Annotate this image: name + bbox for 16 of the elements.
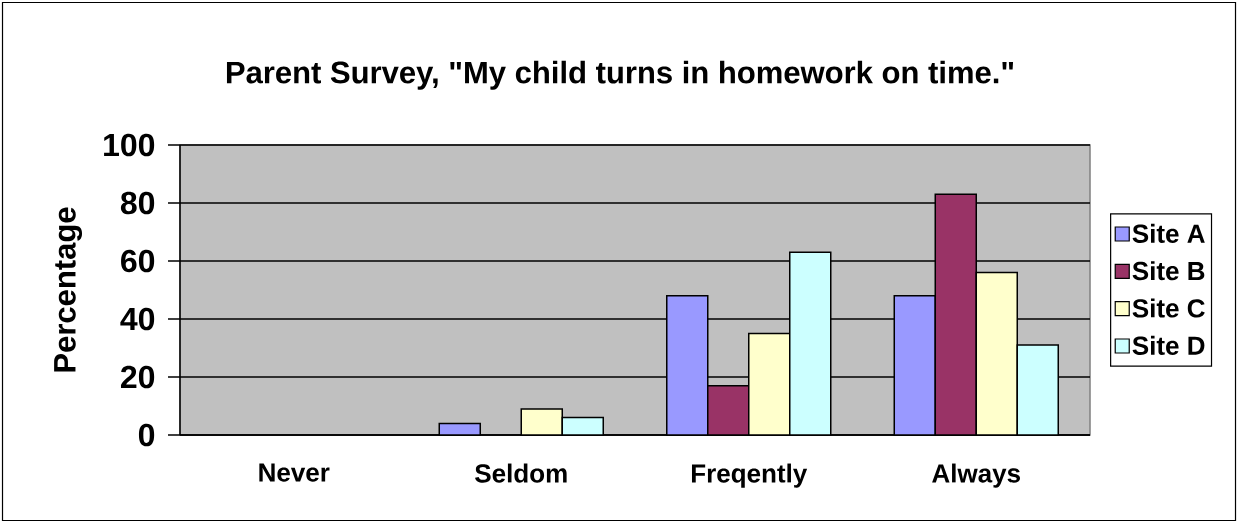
y-tick-label: 20 [120, 365, 155, 389]
legend-label: Site D [1132, 335, 1205, 355]
x-tick-label: Seldom [475, 463, 567, 483]
x-tick-label: Always [932, 463, 1020, 488]
legend-label: Site B [1132, 261, 1205, 281]
legend-label: Site C [1132, 298, 1205, 318]
y-tick-label: 80 [120, 191, 155, 215]
y-tick-label: 100 [104, 133, 155, 157]
y-tick-label: 40 [120, 307, 155, 331]
y-tick-label: 60 [121, 249, 155, 273]
x-tick-label: Freqently [691, 463, 808, 488]
chart-title: Parent Survey, "My child turns in homework on time." [226, 60, 1014, 90]
legend-label: Site A [1132, 223, 1205, 243]
y-tick-label: 0 [138, 423, 155, 447]
x-tick-label: Never [259, 463, 330, 482]
y-axis-title: Percentage [54, 207, 83, 372]
